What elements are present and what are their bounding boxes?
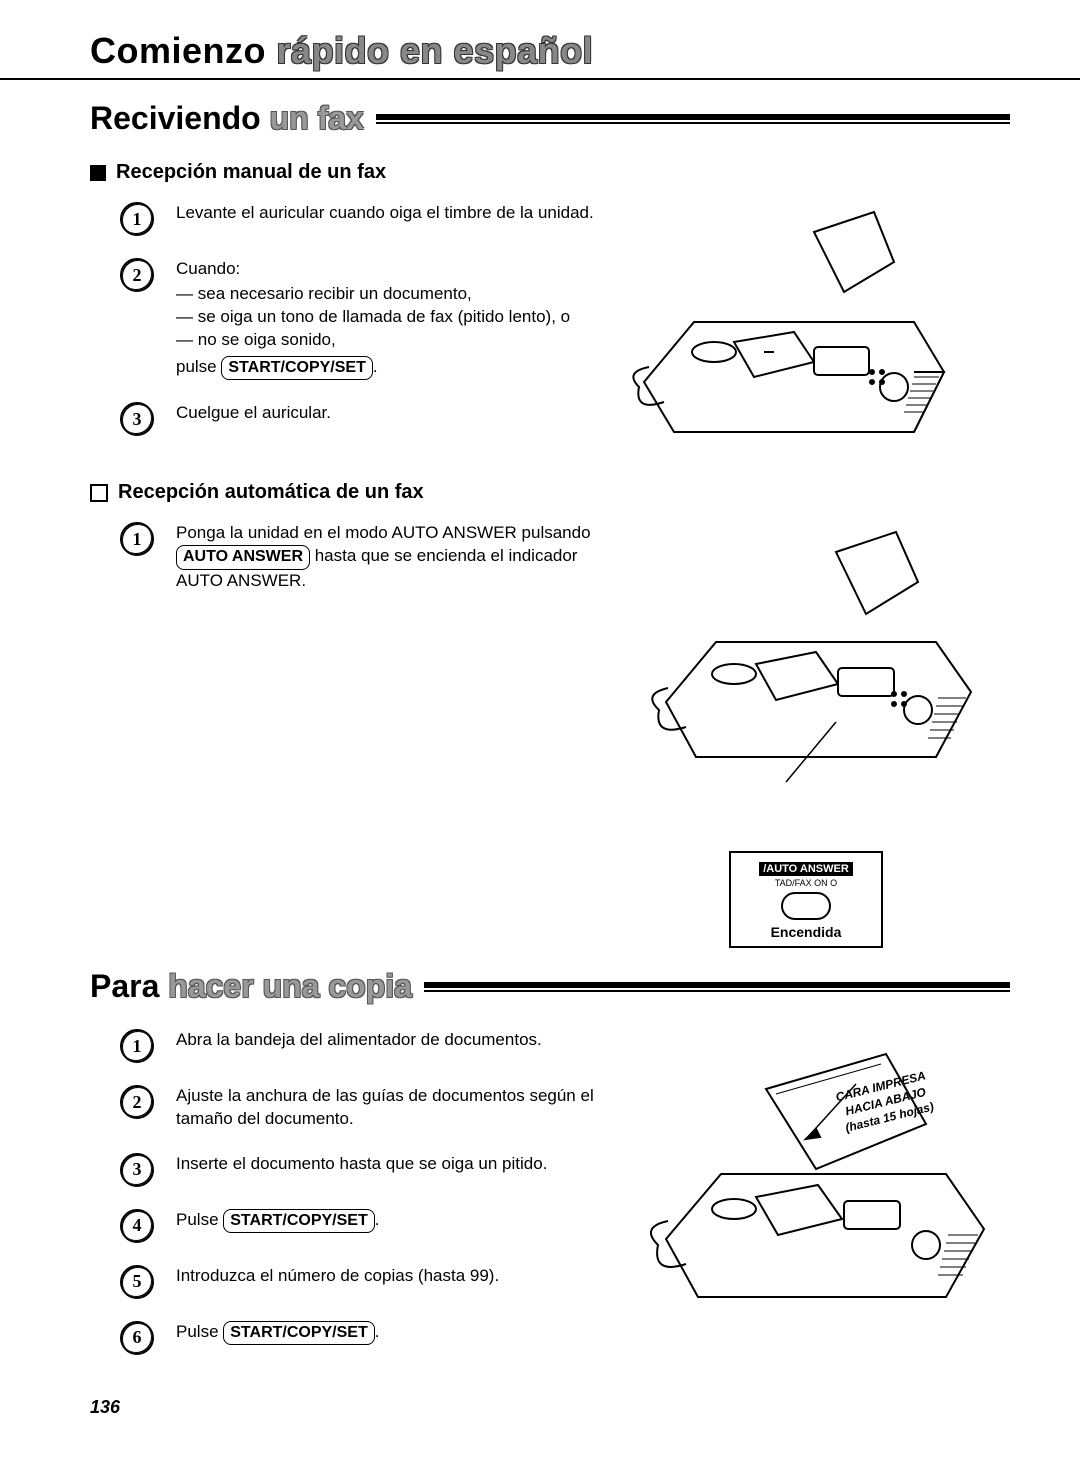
fax-machine-icon	[614, 202, 954, 462]
fax-illustration-2: /AUTO ANSWER TAD/FAX ON O Encendida	[626, 522, 986, 948]
start-copy-set-button-label: START/COPY/SET	[223, 1209, 375, 1234]
auto-heading-text: Recepción automática de un fax	[118, 481, 424, 504]
copy-step6-pre: Pulse	[176, 1322, 223, 1341]
page-number: 136	[90, 1397, 1010, 1418]
rule-icon	[376, 114, 1010, 124]
step-copy-6: 6 Pulse START/COPY/SET.	[120, 1321, 606, 1355]
manual-subheading: Recepción manual de un fax	[90, 161, 1010, 184]
start-copy-set-button-label: START/COPY/SET	[221, 356, 373, 381]
auto-subheading: Recepción automática de un fax	[90, 481, 1010, 504]
step-number-icon: 1	[120, 202, 154, 236]
step-text: Ajuste la anchura de las guías de docume…	[176, 1085, 606, 1131]
step-text: Introduzca el número de copias (hasta 99…	[176, 1265, 499, 1288]
step-copy-2: 2 Ajuste la anchura de las guías de docu…	[120, 1085, 606, 1131]
fax-illustration-3: CARA IMPRESA HACIA ABAJO (hasta 15 hojas…	[626, 1029, 1006, 1354]
auto-steps: 1 Ponga la unidad en el modo AUTO ANSWER…	[120, 522, 606, 614]
step-number-icon: 6	[120, 1321, 154, 1355]
receive-title-solid: Reciviendo	[90, 100, 261, 136]
step-text: Pulse START/COPY/SET.	[176, 1321, 379, 1346]
copy-step4-pre: Pulse	[176, 1210, 223, 1229]
auto-answer-callout: /AUTO ANSWER TAD/FAX ON O Encendida	[729, 851, 883, 948]
callout-btn-label: /AUTO ANSWER	[759, 862, 853, 876]
step2-b2: se oiga un tono de llamada de fax (pitid…	[176, 306, 570, 329]
step-number-icon: 2	[120, 258, 154, 292]
step-number-icon: 4	[120, 1209, 154, 1243]
step-number-icon: 5	[120, 1265, 154, 1299]
manual-steps: 1 Levante el auricular cuando oiga el ti…	[120, 202, 594, 458]
step2-b3: no se oiga sonido,	[176, 329, 570, 352]
copy-steps: 1 Abra la bandeja del alimentador de doc…	[120, 1029, 606, 1377]
square-hollow-bullet-icon	[90, 484, 108, 502]
receive-title-outline: un fax	[270, 100, 364, 136]
step-auto-1: 1 Ponga la unidad en el modo AUTO ANSWER…	[120, 522, 606, 592]
callout-sub: TAD/FAX ON O	[741, 878, 871, 888]
callout-lit: Encendida	[741, 924, 871, 940]
step-copy-5: 5 Introduzca el número de copias (hasta …	[120, 1265, 606, 1299]
square-bullet-icon	[90, 165, 106, 181]
step-number-icon: 2	[120, 1085, 154, 1119]
step2-lead: Cuando:	[176, 259, 240, 278]
auto-answer-button-label: AUTO ANSWER	[176, 545, 310, 570]
step-text: Levante el auricular cuando oiga el timb…	[176, 202, 594, 225]
step-text: Ponga la unidad en el modo AUTO ANSWER p…	[176, 522, 606, 592]
step-text: Inserte el documento hasta que se oiga u…	[176, 1153, 547, 1176]
step-number-icon: 3	[120, 402, 154, 436]
step-manual-1: 1 Levante el auricular cuando oiga el ti…	[120, 202, 594, 236]
rule-icon	[424, 982, 1010, 992]
page-title: Comienzo rápido en español	[90, 30, 1010, 72]
step2-tail-post: .	[373, 357, 378, 376]
copy-step4-post: .	[375, 1210, 380, 1229]
step-manual-2: 2 Cuando: sea necesario recibir un docum…	[120, 258, 594, 380]
step-text: Cuando: sea necesario recibir un documen…	[176, 258, 570, 380]
step-manual-3: 3 Cuelgue el auricular.	[120, 402, 594, 436]
step-copy-1: 1 Abra la bandeja del alimentador de doc…	[120, 1029, 606, 1063]
oval-button-icon	[781, 892, 831, 920]
section-copy-heading: Para hacer una copia	[90, 968, 1010, 1005]
fax-illustration-1	[614, 202, 954, 467]
step-copy-4: 4 Pulse START/COPY/SET.	[120, 1209, 606, 1243]
auto-step1-pre: Ponga la unidad en el modo AUTO ANSWER p…	[176, 523, 591, 542]
title-solid: Comienzo	[90, 30, 266, 71]
copy-title-outline: hacer una copia	[168, 968, 412, 1004]
step-copy-3: 3 Inserte el documento hasta que se oiga…	[120, 1153, 606, 1187]
step-text: Pulse START/COPY/SET.	[176, 1209, 379, 1234]
copy-title-solid: Para	[90, 968, 159, 1004]
step-text: Cuelgue el auricular.	[176, 402, 331, 425]
step-number-icon: 1	[120, 522, 154, 556]
step-number-icon: 1	[120, 1029, 154, 1063]
start-copy-set-button-label: START/COPY/SET	[223, 1321, 375, 1346]
manual-heading-text: Recepción manual de un fax	[116, 161, 386, 184]
title-outline: rápido en español	[277, 30, 594, 71]
fax-machine-with-paper-icon: CARA IMPRESA HACIA ABAJO (hasta 15 hojas…	[626, 1029, 1006, 1349]
title-rule	[0, 78, 1080, 80]
fax-machine-icon	[626, 522, 986, 842]
step-text: Abra la bandeja del alimentador de docum…	[176, 1029, 542, 1052]
step-number-icon: 3	[120, 1153, 154, 1187]
section-receive-heading: Reciviendo un fax	[90, 100, 1010, 137]
step2-tail-pre: pulse	[176, 357, 221, 376]
step2-b1: sea necesario recibir un documento,	[176, 283, 570, 306]
copy-step6-post: .	[375, 1322, 380, 1341]
